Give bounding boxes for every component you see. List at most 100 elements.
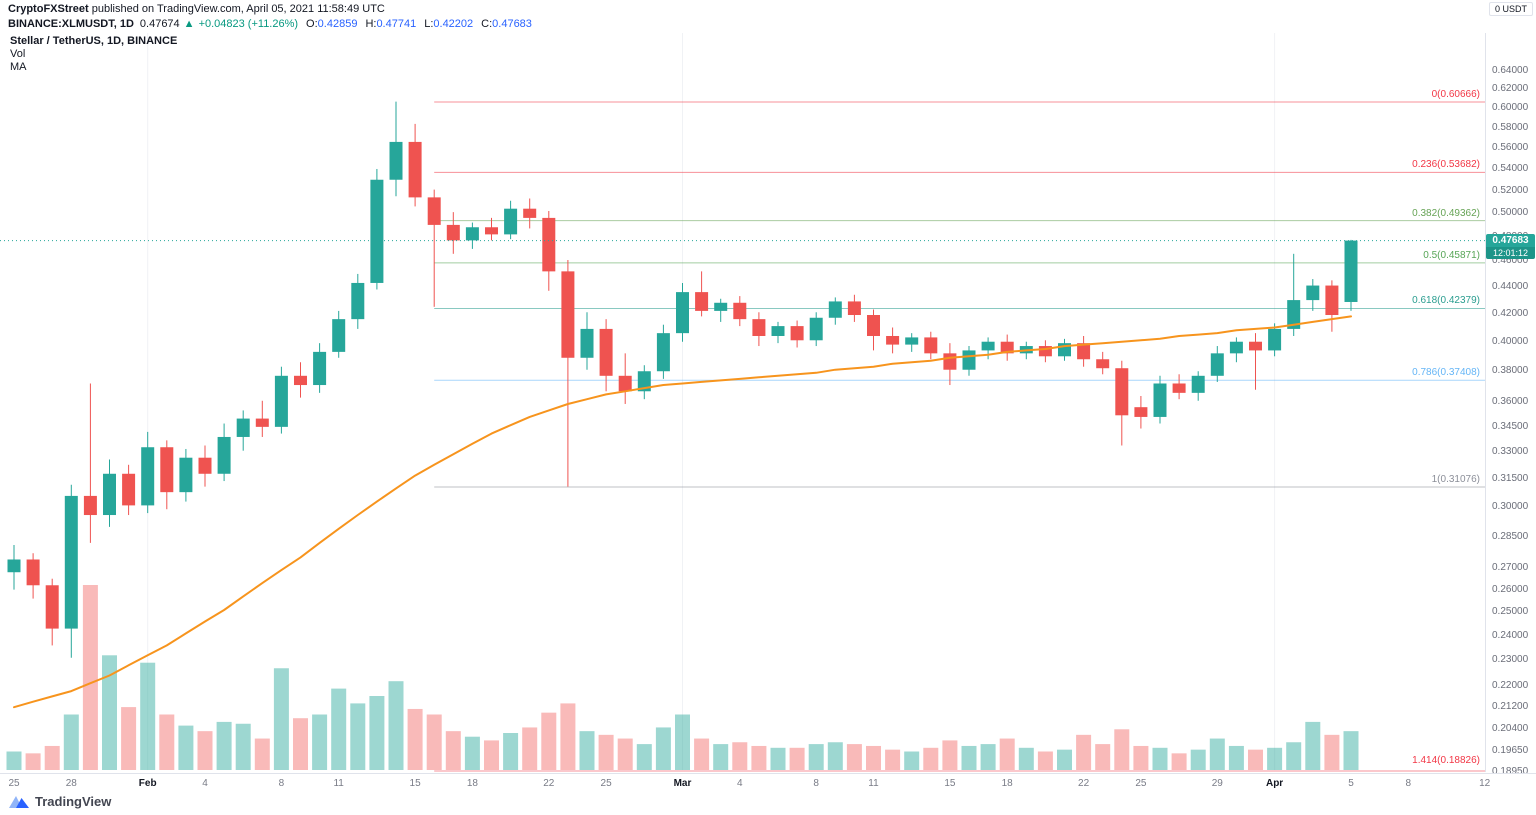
time-axis-label: 4 [737,778,743,789]
legend-symbol-title[interactable]: Stellar / TetherUS, 1D, BINANCE [10,35,178,47]
volume-bar [25,753,41,770]
volume-bar [675,714,690,770]
time-axis-label: 25 [1135,778,1147,789]
volume-bar [102,655,117,770]
price-badge[interactable]: 0.47683 12:01:12 [1486,234,1535,259]
candle-body [465,227,479,241]
candle-body [83,495,97,516]
price-axis-label: 0.26000 [1492,583,1529,595]
volume-bar [846,744,862,770]
volume-bar [293,718,308,770]
candle-body [943,353,957,370]
price-axis-unit-button[interactable]: 0 USDT [1488,2,1533,16]
price-axis-label: 0.54000 [1492,162,1529,174]
candle-body [847,301,861,316]
volume-bar [1095,744,1111,770]
volume-bar [1248,749,1263,770]
volume-bar [617,738,633,770]
tradingview-logo[interactable]: TradingView [8,793,111,809]
volume-bar [1152,747,1168,770]
price-axis-label: 0.18950 [1492,765,1529,777]
candle-body [1115,368,1129,416]
candle-body [714,302,728,311]
candle-body [886,335,900,345]
legend-volume-item[interactable]: Vol [10,48,26,60]
volume-bar [655,727,671,770]
time-axis-label: 8 [813,778,819,789]
volume-bar [331,688,347,770]
candle-body [1000,341,1014,354]
time-axis[interactable]: 25 28 Feb 4 8 11 15 18 22 25 Mar 4 8 11 15 18 22 25 29 Apr 5… [0,773,1536,792]
volume-bar [904,751,920,770]
candle-body [351,282,365,320]
time-axis-label: 11 [333,778,344,789]
volume-bar [522,727,538,770]
published-text: published on TradingView.com, April 05, … [88,3,385,15]
candle-body [618,375,632,392]
volume-bar [216,721,232,770]
volume-bar [445,731,461,770]
candle-body [236,418,250,437]
volume-bar [159,714,175,770]
candle-body [427,197,441,225]
candle-body [771,326,785,336]
candle-body [1191,375,1205,393]
time-axis-label: Mar [673,778,692,789]
volume-bar [273,668,289,770]
price-axis-label: 0.50000 [1492,207,1529,219]
volume-bar [121,707,137,770]
price-axis-label: 0.23000 [1492,654,1529,666]
volume-bar [1133,745,1149,770]
candle-body [1268,328,1282,351]
tradingview-logo-text: TradingView [35,793,112,809]
open-value: 0.42859 [317,18,358,30]
price-axis[interactable]: 0.64000 0.62000 0.60000 0.58000 0.56000 0.540… [1485,33,1536,777]
volume-bar [579,731,595,770]
price-badge-countdown: 12:01:12 [1486,247,1535,259]
volume-bar [63,714,79,770]
candle-body [274,375,288,427]
price-axis-label: 0.44000 [1492,280,1529,292]
price-axis-label: 0.22000 [1492,679,1529,691]
low-label: L: [424,18,434,30]
volume-bar [866,745,881,770]
volume-bar [751,745,767,770]
time-axis-label: 25 [8,778,20,789]
ma-line [13,315,1352,709]
time-axis-label: 22 [1078,778,1090,789]
volume-bar [961,745,977,770]
volume-bar [1076,734,1092,770]
symbol-name: BINANCE:XLMUSDT, 1D [8,18,134,30]
price-axis-label: 0.58000 [1492,121,1529,133]
volume-bar [388,681,404,770]
candle-body [504,208,518,235]
candle-body [1172,383,1186,393]
time-axis-label: 15 [409,778,421,789]
candle-body [122,473,136,506]
candle-body [198,457,212,474]
volume-bar [942,740,958,770]
volume-bar [484,740,499,770]
volume-bar [999,738,1015,770]
candle-body [26,559,40,586]
volume-bar [350,703,366,770]
price-axis-label: 0.42000 [1492,307,1529,319]
tradingview-logo-icon [9,796,29,808]
legend-ma-item[interactable]: MA [10,61,27,73]
candle-body [1153,383,1167,417]
candle-body [981,341,995,351]
candle-body [1325,285,1339,316]
time-axis-label: 18 [1001,778,1013,789]
high-value: 0.47741 [376,18,417,30]
volume-bar [426,714,442,770]
candle-body [179,457,193,493]
price-axis-label: 0.28500 [1492,530,1529,542]
chart-legend: Stellar / TetherUS, 1D, BINANCE Vol MA [10,35,177,74]
low-value: 0.42202 [433,18,474,30]
candle-body [752,319,766,336]
price-axis-label: 0.52000 [1492,184,1529,196]
volume-bar [808,744,824,770]
candle-body [924,337,938,354]
candle-body [1344,240,1358,302]
